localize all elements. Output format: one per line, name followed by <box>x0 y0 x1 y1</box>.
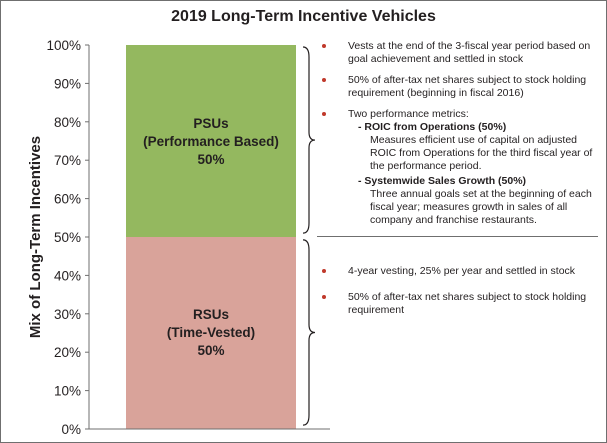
psu-label-line: 50% <box>197 152 225 167</box>
metric-description: Three annual goals set at the beginning … <box>370 188 592 226</box>
bullet-icon <box>322 112 326 116</box>
rsu-note: 4-year vesting, 25% per year and settled… <box>322 265 600 278</box>
metric-roic: - ROIC from Operations (50%) Measures ef… <box>358 121 600 173</box>
rsu-notes: 4-year vesting, 25% per year and settled… <box>322 265 600 325</box>
y-tick-label: 10% <box>54 384 81 399</box>
y-axis-title: Mix of Long-Term Incentives <box>27 136 44 338</box>
bullet-icon <box>322 78 326 82</box>
metric-sales-growth: - Systemwide Sales Growth (50%) Three an… <box>358 175 600 227</box>
psu-label-line: PSUs <box>193 116 229 131</box>
metric-title: - ROIC from Operations (50%) <box>358 121 507 133</box>
rsu-label-line: RSUs <box>192 307 229 322</box>
rsu-label-line: 50% <box>197 343 225 358</box>
bullet-icon <box>322 269 326 273</box>
psu-note: Two performance metrics: - ROIC from Ope… <box>322 108 600 227</box>
y-tick-label: 100% <box>46 38 81 53</box>
y-tick-label: 80% <box>54 115 81 130</box>
bullet-icon <box>322 295 326 299</box>
y-tick-label: 50% <box>54 230 81 245</box>
psu-notes: Vests at the end of the 3-fiscal year pe… <box>322 40 600 229</box>
section-divider <box>317 236 598 237</box>
psu-bar-segment <box>126 45 296 237</box>
psu-brace <box>302 46 316 234</box>
psu-segment-label: PSUs (Performance Based) 50% <box>126 115 296 169</box>
rsu-bar-segment <box>126 237 296 429</box>
psu-note: 50% of after-tax net shares subject to s… <box>322 74 600 100</box>
y-tick-label: 20% <box>54 345 81 360</box>
rsu-label-line: (Time-Vested) <box>166 325 256 340</box>
chart-title: 2019 Long-Term Incentive Vehicles <box>171 8 436 25</box>
metric-title: - Systemwide Sales Growth (50%) <box>358 175 527 187</box>
y-tick-label: 60% <box>54 192 81 207</box>
metric-description: Measures efficient use of capital on adj… <box>370 134 593 172</box>
bullet-icon <box>322 44 326 48</box>
y-tick-label: 90% <box>54 76 81 91</box>
rsu-brace <box>302 239 316 426</box>
rsu-note: 50% of after-tax net shares subject to s… <box>322 291 600 317</box>
psu-label-line: (Performance Based) <box>143 134 279 149</box>
psu-note: Vests at the end of the 3-fiscal year pe… <box>322 40 600 66</box>
y-tick-label: 0% <box>61 422 81 437</box>
y-tick-label: 40% <box>54 268 81 283</box>
rsu-segment-label: RSUs (Time-Vested) 50% <box>126 306 296 360</box>
y-tick-label: 70% <box>54 153 81 168</box>
y-tick-label: 30% <box>54 307 81 322</box>
